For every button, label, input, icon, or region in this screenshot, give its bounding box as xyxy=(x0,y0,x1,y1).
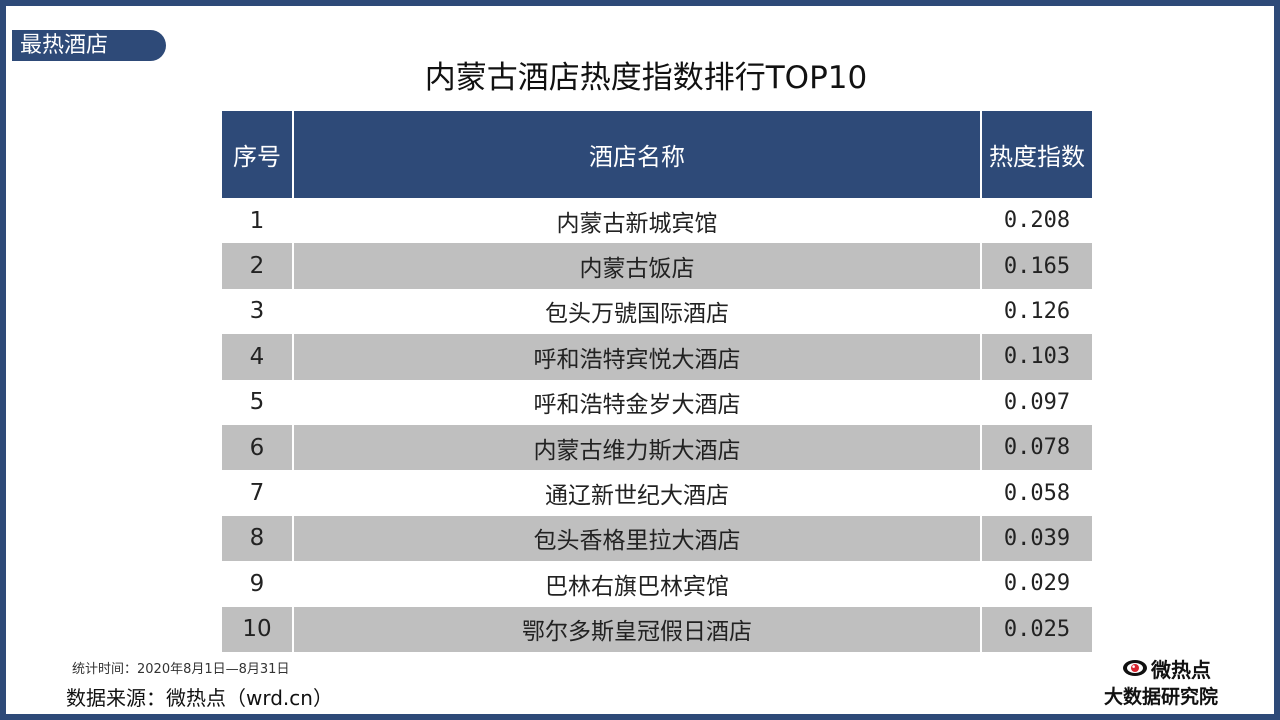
table-row: 7 通辽新世纪大酒店 0.058 xyxy=(222,470,1092,516)
cell-heat-index: 0.097 xyxy=(980,379,1092,425)
table-row: 9 巴林右旗巴林宾馆 0.029 xyxy=(222,561,1092,607)
cell-heat-index: 0.058 xyxy=(980,470,1092,516)
table-row: 4 呼和浩特宾悦大酒店 0.103 xyxy=(222,334,1092,380)
cell-rank: 2 xyxy=(222,243,293,289)
cell-hotel-name: 呼和浩特金岁大酒店 xyxy=(292,379,981,425)
cell-hotel-name: 内蒙古新城宾馆 xyxy=(292,198,981,244)
cell-rank: 7 xyxy=(222,470,293,516)
logo-name: 微热点 xyxy=(1151,657,1211,682)
eye-logo-icon xyxy=(1123,660,1147,676)
cell-heat-index: 0.103 xyxy=(980,334,1092,380)
cell-hotel-name: 包头万號国际酒店 xyxy=(292,288,981,335)
cell-hotel-name: 巴林右旗巴林宾馆 xyxy=(292,561,981,607)
cell-rank: 5 xyxy=(222,379,293,425)
cell-rank: 4 xyxy=(222,334,293,380)
stat-time-note: 统计时间：2020年8月1日—8月31日 xyxy=(72,662,290,677)
table-row: 2 内蒙古饭店 0.165 xyxy=(222,243,1092,289)
section-tag: 最热酒店 xyxy=(12,30,166,61)
cell-heat-index: 0.126 xyxy=(980,288,1092,335)
cell-rank: 10 xyxy=(222,606,293,652)
page-title: 内蒙古酒店热度指数排行TOP10 xyxy=(424,60,868,96)
table-row: 3 包头万號国际酒店 0.126 xyxy=(222,288,1092,335)
table-row: 10 鄂尔多斯皇冠假日酒店 0.025 xyxy=(222,606,1092,652)
cell-heat-index: 0.165 xyxy=(980,243,1092,289)
cell-rank: 6 xyxy=(222,424,293,471)
cell-hotel-name: 通辽新世纪大酒店 xyxy=(292,470,981,516)
table-row: 5 呼和浩特金岁大酒店 0.097 xyxy=(222,379,1092,425)
table-header-row: 序号 酒店名称 热度指数 xyxy=(222,111,1092,198)
header-heat-index: 热度指数 xyxy=(980,111,1092,198)
cell-heat-index: 0.039 xyxy=(980,515,1092,562)
cell-rank: 9 xyxy=(222,561,293,607)
cell-heat-index: 0.208 xyxy=(980,198,1092,244)
logo-subtitle: 大数据研究院 xyxy=(1104,686,1219,708)
cell-heat-index: 0.029 xyxy=(980,561,1092,607)
cell-rank: 1 xyxy=(222,198,293,244)
table-row: 6 内蒙古维力斯大酒店 0.078 xyxy=(222,424,1092,471)
table-row: 8 包头香格里拉大酒店 0.039 xyxy=(222,515,1092,562)
cell-hotel-name: 内蒙古饭店 xyxy=(292,243,981,289)
header-hotel-name: 酒店名称 xyxy=(292,111,981,198)
brand-logo: 微热点 大数据研究院 xyxy=(1104,654,1244,710)
data-source-note: 数据来源：微热点（wrd.cn） xyxy=(66,686,333,710)
cell-hotel-name: 内蒙古维力斯大酒店 xyxy=(292,424,981,471)
cell-rank: 8 xyxy=(222,515,293,562)
cell-heat-index: 0.025 xyxy=(980,606,1092,652)
table-row: 1 内蒙古新城宾馆 0.208 xyxy=(222,198,1092,244)
cell-hotel-name: 包头香格里拉大酒店 xyxy=(292,515,981,562)
cell-rank: 3 xyxy=(222,288,293,335)
ranking-table: 序号 酒店名称 热度指数 1 内蒙古新城宾馆 0.208 2 内蒙古饭店 0.1… xyxy=(222,111,1092,652)
header-rank: 序号 xyxy=(222,111,293,198)
cell-hotel-name: 鄂尔多斯皇冠假日酒店 xyxy=(292,606,981,652)
cell-hotel-name: 呼和浩特宾悦大酒店 xyxy=(292,334,981,380)
cell-heat-index: 0.078 xyxy=(980,424,1092,471)
